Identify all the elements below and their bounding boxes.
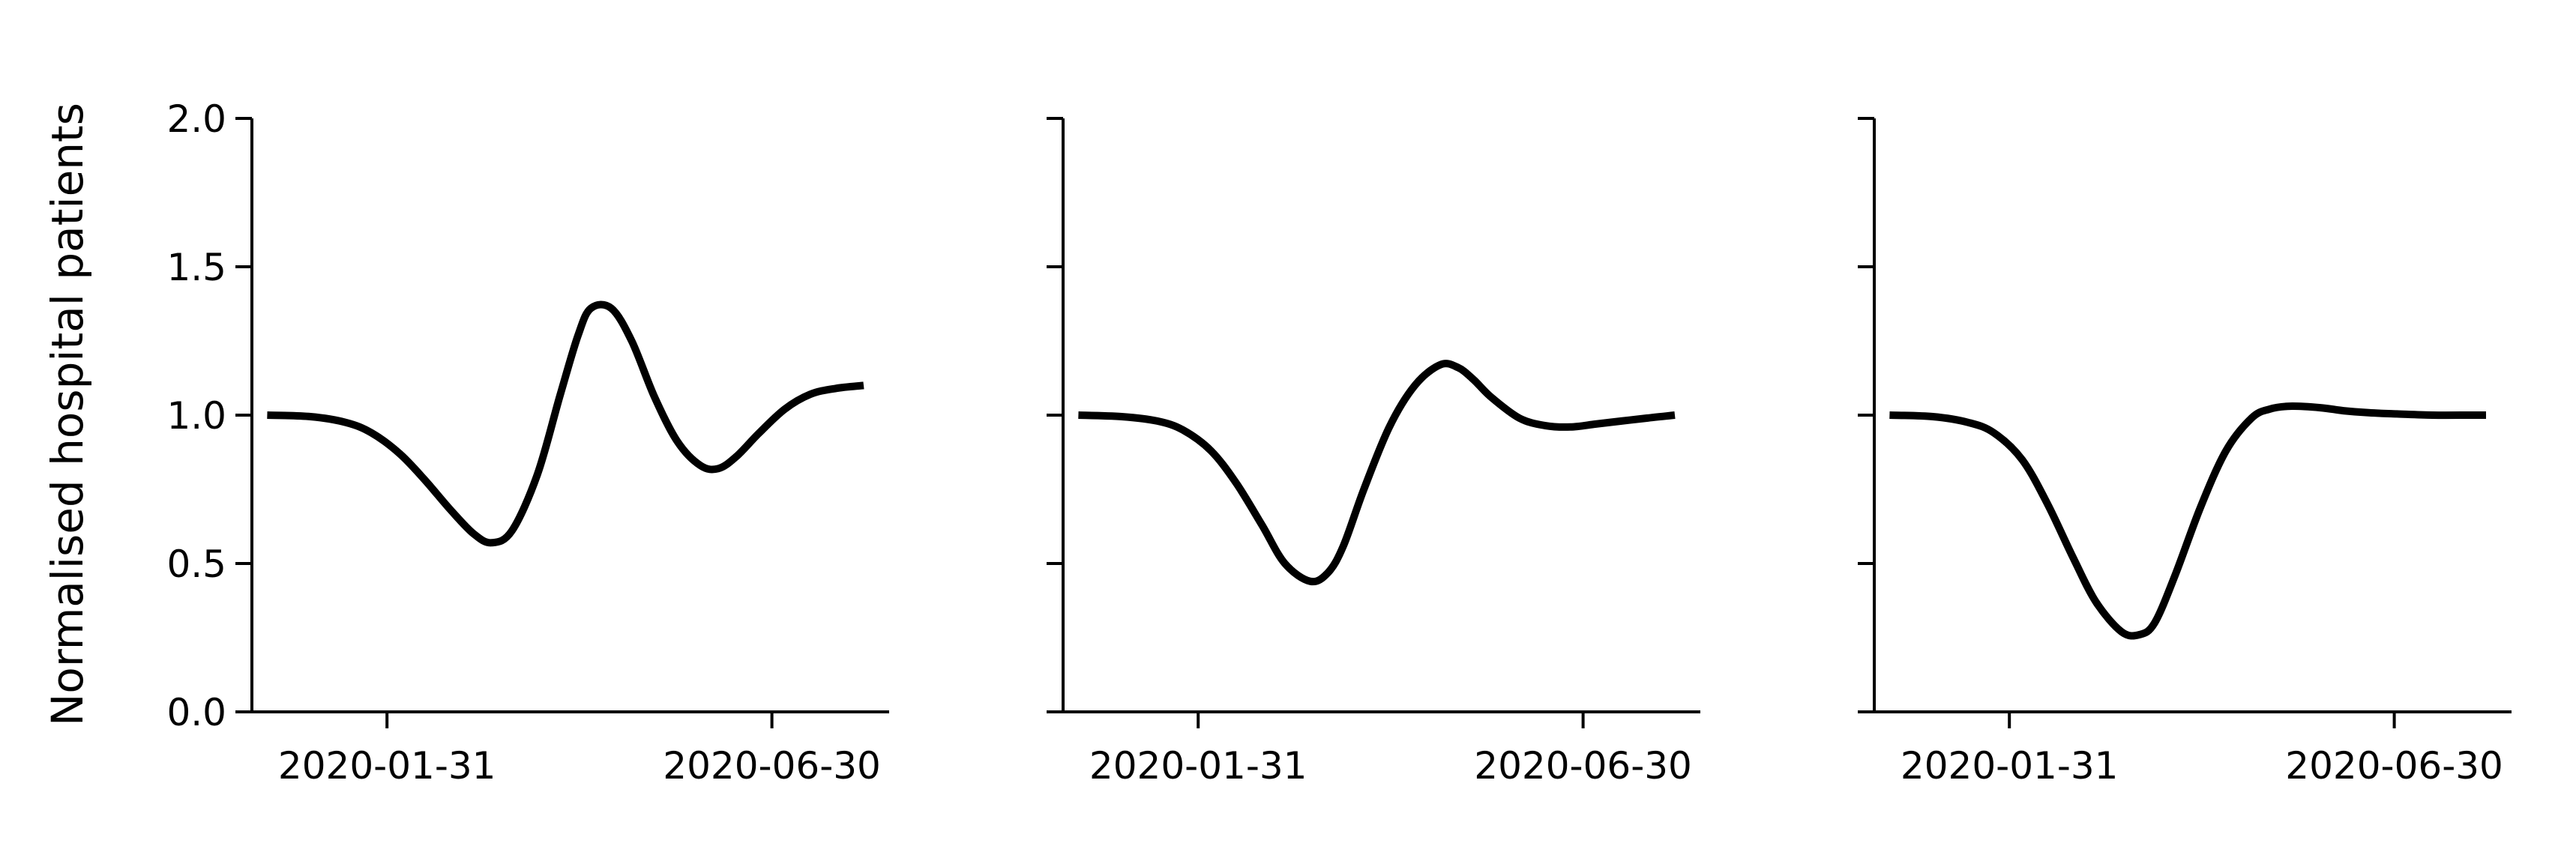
series-line bbox=[1078, 360, 1676, 586]
chart-panel-2: 2020-01-31 2020-06-30 bbox=[1047, 117, 1700, 788]
y-axis-label: Normalised hospital patients bbox=[42, 103, 93, 726]
series-line bbox=[1889, 402, 2486, 640]
x-tick-label: 2020-06-30 bbox=[1474, 744, 1692, 788]
x-tick-label: 2020-01-31 bbox=[1901, 744, 2119, 788]
y-tick-label: 1.5 bbox=[166, 246, 226, 289]
chart-panel-1: 0.0 0.5 1.0 1.5 2.0 2020-01-31 2020-06-30 bbox=[166, 97, 889, 788]
x-tick-label: 2020-06-30 bbox=[2285, 744, 2503, 788]
y-tick-label: 0.0 bbox=[166, 691, 226, 734]
series-line bbox=[267, 300, 864, 547]
x-tick-label: 2020-06-30 bbox=[663, 744, 881, 788]
y-tick-label: 1.0 bbox=[166, 394, 226, 438]
chart-panel-3: 2020-01-31 2020-06-30 bbox=[1858, 117, 2512, 788]
y-tick-label: 2.0 bbox=[166, 97, 226, 141]
x-tick-label: 2020-01-31 bbox=[278, 744, 496, 788]
y-tick-label: 0.5 bbox=[166, 543, 226, 586]
x-tick-label: 2020-01-31 bbox=[1089, 744, 1307, 788]
